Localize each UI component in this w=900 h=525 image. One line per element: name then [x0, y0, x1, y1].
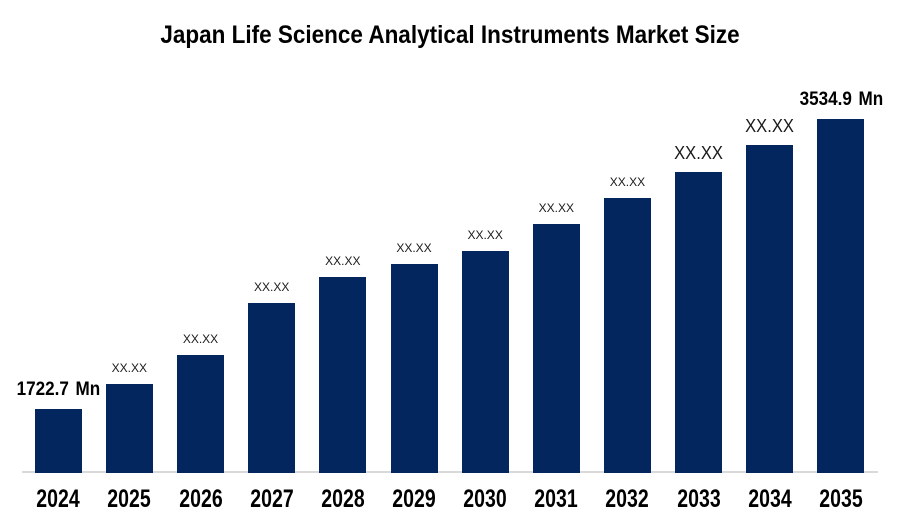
bar-value-label: XX.XX [253, 280, 290, 294]
bar-group: XX.XX [354, 242, 474, 473]
bar-value-label: XX.XX [325, 254, 361, 268]
bar-group: XX.XX [425, 229, 545, 473]
x-tick-label: 2028 [321, 485, 365, 513]
bar-group: 1722.7 Mn [0, 380, 118, 473]
bar [248, 303, 296, 473]
x-axis-line [22, 471, 878, 473]
bar-value-label: XX.XX [396, 241, 432, 255]
bar-group: 3534.9 Mn [781, 90, 900, 473]
chart-title: Japan Life Science Analytical Instrument… [160, 21, 740, 49]
bar-group: XX.XX [283, 255, 403, 473]
x-tick-label: 2031 [534, 485, 579, 513]
bar [34, 409, 82, 473]
x-tick-label: 2033 [676, 485, 721, 513]
bar-value-label: XX.XX [609, 175, 646, 189]
x-tick-label: 2032 [605, 485, 650, 513]
bar-group: XX.XX [212, 281, 332, 473]
bar-group: XX.XX [710, 117, 830, 473]
x-tick-label: 2029 [392, 485, 436, 513]
bar-group: XX.XX [69, 362, 189, 473]
x-tick-label: 2024 [36, 485, 80, 513]
bar [390, 264, 438, 473]
bar-value-label: XX.XX [674, 143, 724, 163]
bar-value-label: XX.XX [111, 361, 148, 375]
bar [675, 172, 723, 473]
x-tick-label: 2026 [178, 485, 223, 513]
bar-value-label: XX.XX [467, 228, 503, 242]
bar [461, 251, 509, 473]
bar [603, 198, 651, 473]
x-tick-label: 2034 [748, 485, 792, 513]
bar-group: XX.XX [141, 333, 261, 473]
bar-group: XX.XX [567, 176, 687, 473]
bar-group: XX.XX [496, 202, 616, 473]
bar-group: XX.XX [639, 144, 759, 473]
bar [817, 119, 865, 473]
bar [532, 224, 580, 473]
x-tick-label: 2025 [107, 485, 152, 513]
bar [746, 145, 794, 473]
bar [319, 277, 367, 473]
x-tick-label: 2027 [249, 485, 294, 513]
bar-value-label: 3534.9 Mn [799, 89, 883, 110]
bar-value-label: 1722.7 Mn [16, 379, 100, 400]
bar-value-label: XX.XX [538, 201, 574, 215]
bar [105, 384, 153, 473]
bar [177, 355, 225, 473]
x-tick-label: 2030 [463, 485, 507, 513]
bar-value-label: XX.XX [745, 116, 795, 136]
x-tick-label: 2035 [819, 485, 863, 513]
bar-value-label: XX.XX [182, 332, 219, 346]
